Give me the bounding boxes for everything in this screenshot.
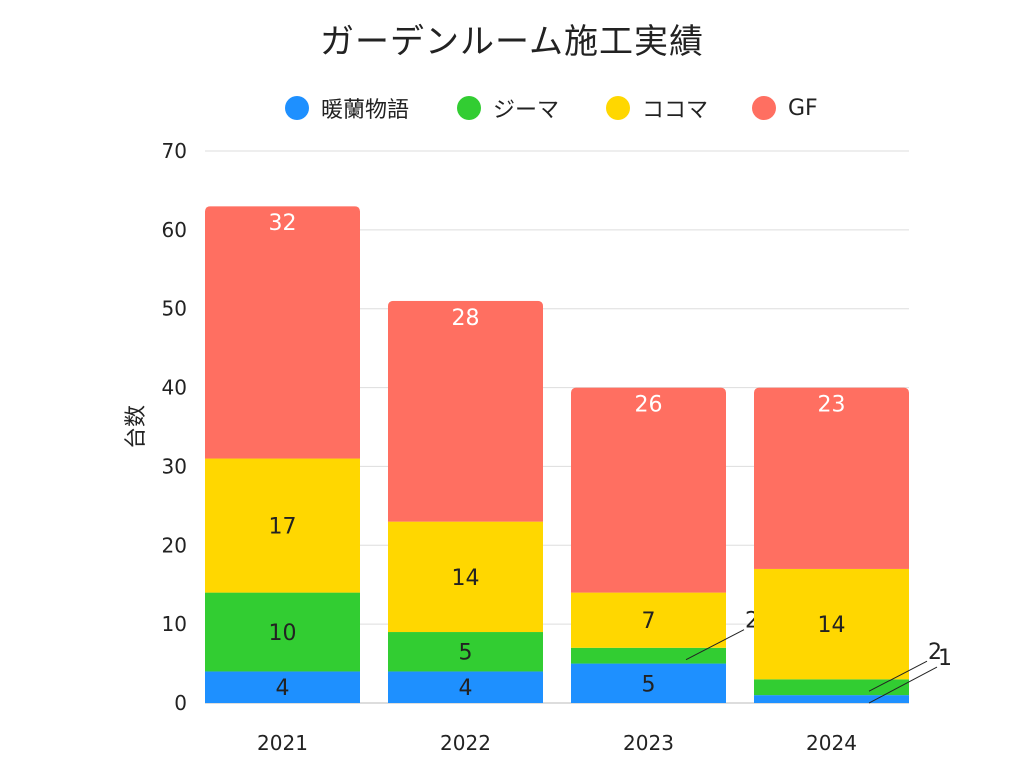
leader-line-2024-暖蘭物語 (868, 666, 938, 704)
data-label-2021-GF: 32 (269, 211, 297, 236)
bar-2023-GF (571, 387, 726, 593)
data-label-2021-暖蘭物語: 4 (276, 676, 290, 701)
y-tick-label: 20 (162, 533, 187, 557)
legend-swatch-gf (752, 96, 776, 120)
y-tick-label: 0 (174, 691, 187, 715)
legend-item-gf: GF (752, 92, 818, 124)
bar-stack-2024 (754, 387, 909, 703)
y-tick-label: 10 (162, 612, 187, 636)
bar-stack-2022 (388, 300, 543, 703)
y-axis-label: 台数 (124, 405, 149, 449)
bar-2024-ジーマ (754, 679, 909, 696)
x-tick-label: 2024 (806, 731, 857, 755)
bar-stack-2021 (205, 206, 360, 703)
leader-line-2024-ジーマ (868, 660, 928, 692)
legend-swatch-jima (457, 96, 481, 120)
chart-legend: 暖蘭物語 ジーマ ココマ GF (0, 92, 1024, 124)
bar-2022-ココマ (388, 521, 543, 633)
data-label-2022-ジーマ: 5 (459, 641, 473, 666)
legend-swatch-danran (285, 96, 309, 120)
data-label-2023-GF: 26 (635, 393, 663, 418)
bar-2022-ジーマ (388, 632, 543, 672)
bar-stack-2023 (571, 387, 726, 703)
data-label-2024-ジーマ: 2 (928, 640, 942, 665)
legend-label-kokoma: ココマ (642, 98, 709, 123)
data-label-2024-GF: 23 (818, 393, 846, 418)
y-tick-label: 30 (162, 454, 187, 478)
y-tick-label: 40 (162, 376, 187, 400)
data-label-2024-暖蘭物語: 1 (938, 646, 952, 671)
y-tick-label: 50 (162, 297, 187, 321)
data-label-2022-ココマ: 14 (452, 566, 480, 591)
data-label-2024-ココマ: 14 (818, 613, 846, 638)
bar-2021-ジーマ (205, 592, 360, 672)
legend-item-kokoma: ココマ (606, 92, 708, 124)
legend-item-danran: 暖蘭物語 (285, 92, 409, 124)
bar-2021-暖蘭物語 (205, 671, 360, 703)
x-tick-label: 2023 (623, 731, 674, 755)
legend-item-jima: ジーマ (457, 92, 559, 124)
legend-label-danran: 暖蘭物語 (321, 98, 410, 123)
bar-2023-ココマ (571, 592, 726, 648)
data-label-2021-ジーマ: 10 (269, 621, 297, 646)
legend-label-jima: ジーマ (493, 98, 560, 123)
bar-2024-ココマ (754, 568, 909, 680)
data-label-2022-暖蘭物語: 4 (459, 676, 473, 701)
bar-2022-GF (388, 300, 543, 522)
chart-title: ガーデンルーム施工実績 (320, 22, 704, 62)
bar-2024-GF (754, 387, 909, 569)
bar-2024-暖蘭物語 (754, 695, 909, 703)
y-tick-label: 70 (162, 139, 187, 163)
x-tick-label: 2022 (440, 731, 491, 755)
x-tick-label: 2021 (257, 731, 308, 755)
legend-label-gf: GF (788, 95, 818, 121)
y-tick-label: 60 (162, 218, 187, 242)
bar-2021-ココマ (205, 458, 360, 593)
data-label-2021-ココマ: 17 (269, 515, 297, 540)
bar-2022-暖蘭物語 (388, 671, 543, 703)
legend-swatch-kokoma (606, 96, 630, 120)
leader-line-2023-ジーマ (685, 629, 745, 661)
data-label-2022-GF: 28 (452, 306, 480, 331)
data-label-2023-暖蘭物語: 5 (642, 672, 656, 697)
bar-2023-ジーマ (571, 647, 726, 664)
bar-2023-暖蘭物語 (571, 663, 726, 703)
data-label-2023-ココマ: 7 (642, 609, 656, 634)
bar-2021-GF (205, 206, 360, 459)
